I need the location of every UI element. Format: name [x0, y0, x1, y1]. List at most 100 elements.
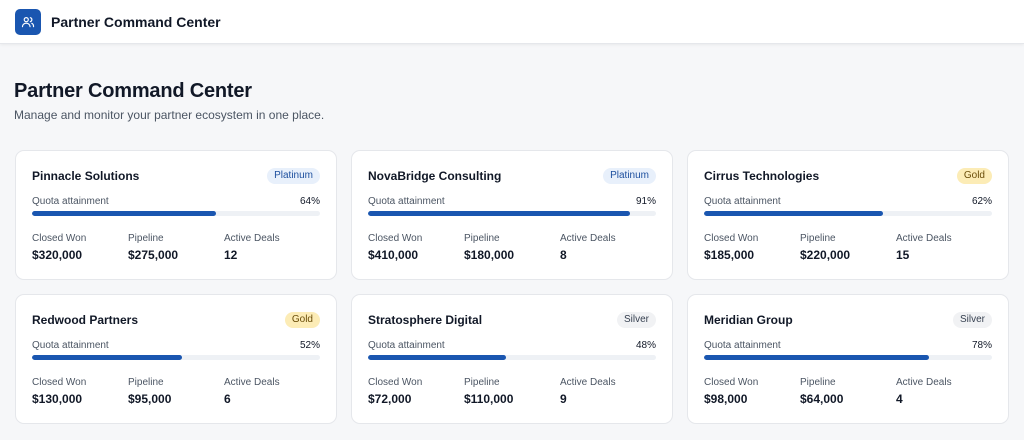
stat-closed-won: Closed Won $410,000 — [368, 233, 464, 262]
stat-label: Closed Won — [704, 233, 759, 244]
quota-row: Quota attainment 62% — [704, 196, 992, 207]
stat-value: $72,000 — [368, 392, 412, 406]
partner-card[interactable]: Pinnacle Solutions Platinum Quota attain… — [15, 150, 337, 280]
page-subtitle: Manage and monitor your partner ecosyste… — [14, 108, 325, 122]
quota-progress-bar — [704, 211, 992, 216]
stat-label: Closed Won — [32, 377, 87, 388]
stat-closed-won: Closed Won $98,000 — [704, 377, 800, 406]
quota-progress-fill — [368, 355, 507, 360]
stat-label: Closed Won — [704, 377, 759, 388]
stats-row: Closed Won $130,000 Pipeline $95,000 Act… — [32, 377, 320, 406]
tier-badge: Gold — [956, 168, 992, 184]
quota-percent: 62% — [971, 196, 992, 207]
stat-label: Active Deals — [560, 377, 616, 388]
stat-value: 8 — [560, 248, 567, 262]
quota-progress-fill — [704, 211, 883, 216]
stat-pipeline: Pipeline $110,000 — [464, 377, 560, 406]
stat-value: $98,000 — [704, 392, 748, 406]
partner-card[interactable]: Cirrus Technologies Gold Quota attainmen… — [687, 150, 1009, 280]
stat-closed-won: Closed Won $320,000 — [32, 233, 128, 262]
quota-progress-fill — [32, 355, 182, 360]
card-header: Pinnacle Solutions Platinum — [32, 167, 320, 185]
quota-row: Quota attainment 48% — [368, 340, 656, 351]
stats-row: Closed Won $320,000 Pipeline $275,000 Ac… — [32, 233, 320, 262]
quota-row: Quota attainment 91% — [368, 196, 656, 207]
stat-value: 15 — [896, 248, 910, 262]
partner-card[interactable]: NovaBridge Consulting Platinum Quota att… — [351, 150, 673, 280]
partner-name: Stratosphere Digital — [368, 313, 483, 327]
stat-label: Pipeline — [464, 233, 500, 244]
card-header: Cirrus Technologies Gold — [704, 167, 992, 185]
partner-card[interactable]: Redwood Partners Gold Quota attainment 5… — [15, 294, 337, 424]
quota-progress-bar — [32, 355, 320, 360]
stat-label: Pipeline — [128, 233, 164, 244]
stat-value: $185,000 — [704, 248, 755, 262]
stat-value: $320,000 — [32, 248, 83, 262]
stats-row: Closed Won $185,000 Pipeline $220,000 Ac… — [704, 233, 992, 262]
tier-badge: Silver — [616, 312, 656, 328]
stat-value: $64,000 — [800, 392, 844, 406]
stat-label: Active Deals — [224, 233, 280, 244]
partner-card[interactable]: Stratosphere Digital Silver Quota attain… — [351, 294, 673, 424]
stat-value: 4 — [896, 392, 903, 406]
top-bar: Partner Command Center — [0, 0, 1024, 44]
users-icon[interactable] — [15, 8, 41, 35]
quota-percent: 91% — [635, 196, 656, 207]
card-header: Stratosphere Digital Silver — [368, 311, 656, 329]
stat-pipeline: Pipeline $95,000 — [128, 377, 224, 406]
stat-label: Pipeline — [800, 233, 836, 244]
stats-row: Closed Won $72,000 Pipeline $110,000 Act… — [368, 377, 656, 406]
quota-progress-bar — [368, 211, 656, 216]
partner-name: Cirrus Technologies — [704, 169, 820, 183]
card-header: NovaBridge Consulting Platinum — [368, 167, 656, 185]
partner-name: Meridian Group — [704, 313, 793, 327]
tier-badge: Platinum — [603, 168, 656, 184]
quota-progress-fill — [368, 211, 631, 216]
stat-pipeline: Pipeline $220,000 — [800, 233, 896, 262]
quota-percent: 48% — [635, 340, 656, 351]
stat-label: Closed Won — [32, 233, 87, 244]
quota-percent: 78% — [971, 340, 992, 351]
quota-progress-bar — [704, 355, 992, 360]
partner-name: Pinnacle Solutions — [32, 169, 140, 183]
quota-row: Quota attainment 64% — [32, 196, 320, 207]
stat-closed-won: Closed Won $72,000 — [368, 377, 464, 406]
partner-card[interactable]: Meridian Group Silver Quota attainment 7… — [687, 294, 1009, 424]
stat-label: Active Deals — [896, 377, 952, 388]
stat-label: Pipeline — [800, 377, 836, 388]
stat-label: Pipeline — [464, 377, 500, 388]
quota-label: Quota attainment — [32, 196, 109, 207]
stat-label: Closed Won — [368, 233, 423, 244]
stat-value: 9 — [560, 392, 567, 406]
tier-badge: Silver — [952, 312, 992, 328]
stats-row: Closed Won $98,000 Pipeline $64,000 Acti… — [704, 377, 992, 406]
stat-value: $130,000 — [32, 392, 83, 406]
stat-active-deals: Active Deals 8 — [560, 233, 656, 262]
stats-row: Closed Won $410,000 Pipeline $180,000 Ac… — [368, 233, 656, 262]
quota-percent: 52% — [299, 340, 320, 351]
page-title: Partner Command Center — [14, 80, 252, 102]
quota-percent: 64% — [299, 196, 320, 207]
quota-progress-bar — [368, 355, 656, 360]
stat-active-deals: Active Deals 4 — [896, 377, 992, 406]
stat-pipeline: Pipeline $275,000 — [128, 233, 224, 262]
quota-label: Quota attainment — [704, 196, 781, 207]
quota-row: Quota attainment 52% — [32, 340, 320, 351]
quota-progress-fill — [704, 355, 929, 360]
stat-value: $110,000 — [464, 392, 514, 406]
quota-label: Quota attainment — [704, 340, 781, 351]
quota-progress-fill — [32, 211, 217, 216]
quota-label: Quota attainment — [32, 340, 109, 351]
stat-value: 12 — [224, 248, 238, 262]
quota-label: Quota attainment — [368, 340, 445, 351]
stat-label: Active Deals — [896, 233, 952, 244]
stat-value: $180,000 — [464, 248, 515, 262]
stat-value: 6 — [224, 392, 231, 406]
stat-value: $410,000 — [368, 248, 419, 262]
stat-pipeline: Pipeline $64,000 — [800, 377, 896, 406]
card-header: Redwood Partners Gold — [32, 311, 320, 329]
partner-grid: Pinnacle Solutions Platinum Quota attain… — [15, 150, 1009, 424]
partner-name: NovaBridge Consulting — [368, 169, 502, 183]
stat-pipeline: Pipeline $180,000 — [464, 233, 560, 262]
stat-label: Active Deals — [560, 233, 616, 244]
